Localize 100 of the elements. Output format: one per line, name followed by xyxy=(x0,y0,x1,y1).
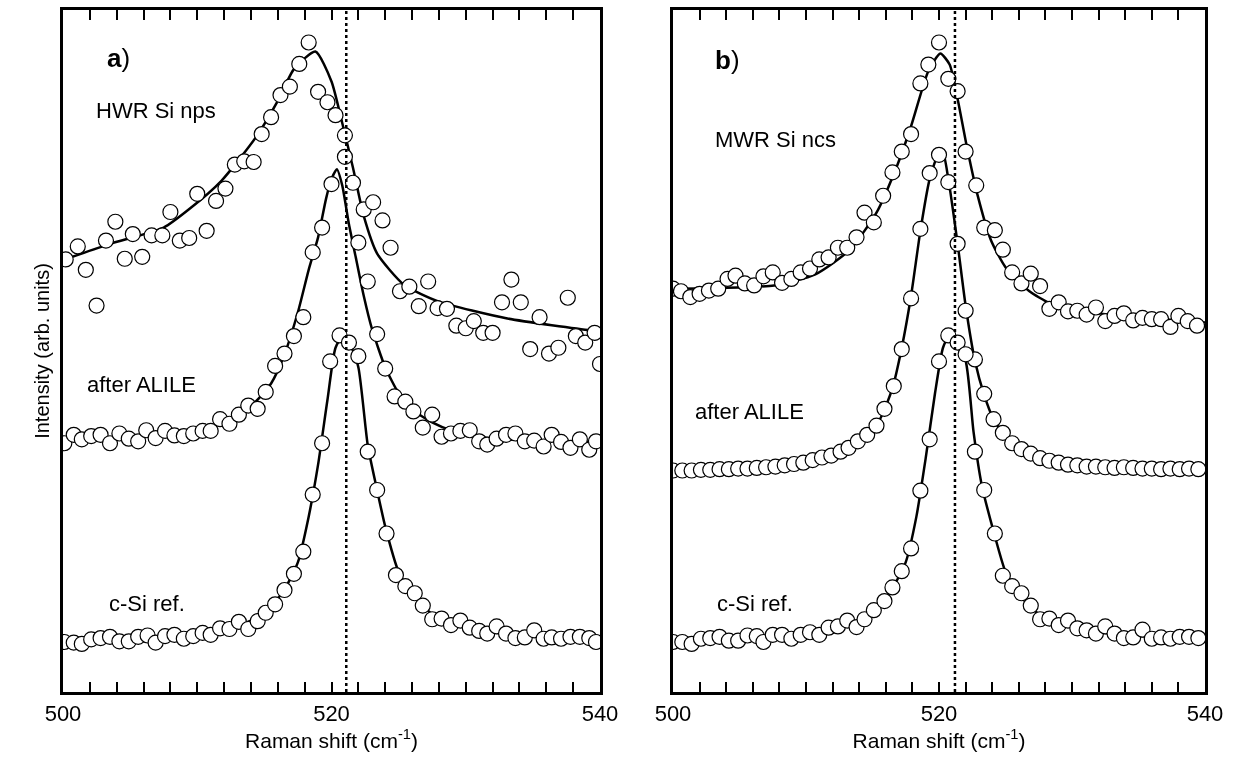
point xyxy=(322,353,339,370)
annotation: a) xyxy=(107,43,131,73)
point xyxy=(856,204,873,221)
point xyxy=(968,177,985,194)
point xyxy=(162,203,179,221)
point xyxy=(1087,299,1105,316)
x-tick-label: 520 xyxy=(313,701,350,727)
x-tick-label: 540 xyxy=(1186,701,1224,727)
point xyxy=(957,302,974,319)
point xyxy=(295,543,312,560)
point xyxy=(217,180,234,197)
point xyxy=(438,300,456,317)
point xyxy=(902,540,920,557)
point xyxy=(1190,461,1205,478)
point xyxy=(285,565,303,582)
point xyxy=(893,143,910,160)
point xyxy=(382,239,399,256)
annotation: after ALILE xyxy=(87,372,196,397)
point xyxy=(107,213,124,230)
point xyxy=(949,235,966,252)
point xyxy=(424,406,441,423)
point xyxy=(868,417,885,434)
point xyxy=(253,125,270,143)
point xyxy=(893,563,910,580)
point xyxy=(865,602,882,619)
x-tick-label: 500 xyxy=(654,701,692,727)
point xyxy=(369,481,386,499)
point xyxy=(359,443,376,460)
point xyxy=(876,592,893,610)
x-tick-label: 500 xyxy=(44,701,82,727)
point xyxy=(369,326,386,343)
point xyxy=(1022,597,1039,614)
point xyxy=(414,419,431,436)
point xyxy=(966,443,984,460)
point xyxy=(295,309,312,326)
point xyxy=(88,297,105,314)
point xyxy=(374,212,391,229)
point xyxy=(535,438,552,455)
point xyxy=(1013,585,1030,602)
point xyxy=(406,585,423,602)
point xyxy=(276,581,293,599)
point xyxy=(304,486,321,503)
point xyxy=(875,187,892,204)
point xyxy=(921,431,938,448)
point xyxy=(154,227,171,244)
x-axis-title: Raman shift (cm$^{-1}$) xyxy=(852,726,1026,752)
point xyxy=(957,346,974,363)
point xyxy=(930,353,948,370)
point xyxy=(503,271,520,288)
point xyxy=(410,298,427,315)
point xyxy=(949,83,966,100)
point xyxy=(257,383,274,401)
point xyxy=(221,415,238,432)
point xyxy=(985,411,1002,428)
x-axis-title: Raman shift (cm$^{-1}$) xyxy=(245,726,418,752)
annotation: b) xyxy=(715,45,740,75)
point xyxy=(912,75,929,92)
point xyxy=(764,264,781,281)
point xyxy=(884,164,901,181)
point xyxy=(116,250,133,267)
point xyxy=(577,334,594,351)
point xyxy=(300,34,317,51)
point xyxy=(130,433,147,450)
point xyxy=(902,125,920,143)
point xyxy=(976,481,993,499)
point xyxy=(314,435,331,452)
point xyxy=(940,174,957,191)
annotation: c-Si ref. xyxy=(717,591,793,616)
point xyxy=(820,249,837,266)
point xyxy=(309,83,327,100)
point xyxy=(198,222,215,239)
point xyxy=(1188,317,1205,334)
point xyxy=(207,192,225,210)
point xyxy=(291,55,308,72)
point xyxy=(344,174,362,191)
point xyxy=(484,324,501,341)
point xyxy=(202,422,219,439)
point xyxy=(249,400,266,417)
point xyxy=(986,525,1003,542)
point xyxy=(461,422,478,439)
point xyxy=(245,153,262,171)
point xyxy=(263,109,280,126)
point xyxy=(365,194,382,211)
point xyxy=(323,175,340,193)
point xyxy=(134,248,151,265)
x-tick-label: 540 xyxy=(581,701,619,727)
point xyxy=(930,34,948,51)
point xyxy=(97,232,115,249)
point xyxy=(839,239,856,256)
point xyxy=(1031,277,1049,295)
point xyxy=(902,290,920,307)
point xyxy=(876,400,893,417)
point xyxy=(77,261,94,278)
point xyxy=(181,229,198,247)
point xyxy=(921,164,938,182)
point xyxy=(994,567,1011,584)
point xyxy=(531,309,548,326)
point xyxy=(377,360,394,377)
point xyxy=(314,219,331,236)
point xyxy=(512,294,529,311)
